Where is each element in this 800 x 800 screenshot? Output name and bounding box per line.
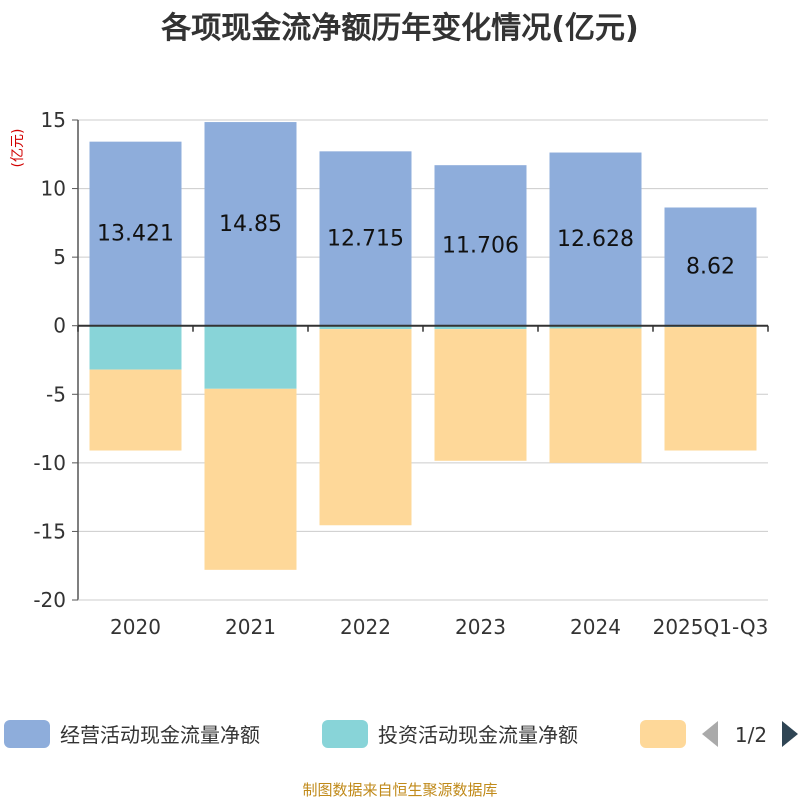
legend-next-page-icon[interactable] bbox=[782, 721, 798, 747]
bar-series-2-2021[interactable] bbox=[204, 388, 297, 570]
bar-series-0-2025Q1-Q3[interactable] bbox=[664, 207, 757, 326]
legend-label[interactable]: 经营活动现金流量净额 bbox=[60, 723, 260, 747]
bar-series-2-2025Q1-Q3[interactable] bbox=[664, 327, 757, 451]
bar-series-1-2021[interactable] bbox=[204, 325, 297, 389]
bar-series-2-2023[interactable] bbox=[434, 329, 527, 461]
bar-series-1-2020[interactable] bbox=[89, 325, 182, 370]
data-label: 13.421 bbox=[97, 222, 174, 247]
y-tick-label: -10 bbox=[33, 451, 66, 475]
legend-swatch[interactable] bbox=[322, 720, 368, 748]
bar-series-2-2020[interactable] bbox=[89, 369, 182, 451]
legend-page-indicator: 1/2 bbox=[735, 723, 767, 747]
bar-series-2-2024[interactable] bbox=[549, 328, 642, 463]
x-tick-label: 2022 bbox=[340, 615, 391, 639]
x-tick-label: 2023 bbox=[455, 615, 506, 639]
data-labels: 13.421 14.85 12.715 11.706 12.628 8.62 bbox=[97, 212, 735, 280]
x-tick-label: 2024 bbox=[570, 615, 621, 639]
data-label: 12.715 bbox=[327, 227, 404, 252]
y-axis-unit-label: (亿元) bbox=[10, 129, 26, 168]
y-tick-label: 15 bbox=[41, 108, 66, 132]
source-footer: 制图数据来自恒生聚源数据库 bbox=[302, 781, 497, 799]
x-tick-label: 2021 bbox=[225, 615, 276, 639]
data-label: 14.85 bbox=[219, 212, 282, 237]
bar-series-1-2024[interactable] bbox=[549, 325, 642, 329]
chart-title: 各项现金流净额历年变化情况(亿元) bbox=[160, 11, 638, 46]
bar-series-2-2022[interactable] bbox=[319, 329, 412, 526]
legend: 经营活动现金流量净额 投资活动现金流量净额 1/2 bbox=[4, 720, 798, 748]
bar-series-1-2023[interactable] bbox=[434, 325, 527, 330]
y-tick-label: 10 bbox=[41, 177, 66, 201]
y-tick-label: -15 bbox=[33, 519, 66, 543]
y-tick-label: -5 bbox=[46, 382, 66, 406]
legend-swatch[interactable] bbox=[4, 720, 50, 748]
data-label: 8.62 bbox=[686, 255, 735, 280]
bar-series-0-2023[interactable] bbox=[434, 165, 527, 326]
axes: 15 10 5 0 -5 -10 -15 -20 2020 2021 2022 2023 2024 202… bbox=[33, 108, 769, 639]
legend-prev-page-icon[interactable] bbox=[702, 721, 718, 747]
data-label: 12.628 bbox=[557, 227, 634, 252]
data-label: 11.706 bbox=[442, 233, 519, 258]
bar-series-0-2020[interactable] bbox=[89, 141, 182, 326]
bar-series-0-2022[interactable] bbox=[319, 151, 412, 326]
y-tick-label: 5 bbox=[53, 245, 66, 269]
x-tick-label: 2025Q1-Q3 bbox=[653, 615, 769, 639]
bar-series-0-2024[interactable] bbox=[549, 152, 642, 326]
bars bbox=[89, 122, 757, 570]
y-tick-label: 0 bbox=[53, 314, 66, 338]
bar-series-0-2021[interactable] bbox=[204, 122, 297, 326]
y-tick-label: -20 bbox=[33, 588, 66, 612]
x-tick-label: 2020 bbox=[110, 615, 161, 639]
legend-swatch[interactable] bbox=[640, 720, 686, 748]
legend-label[interactable]: 投资活动现金流量净额 bbox=[378, 723, 578, 747]
bar-series-1-2022[interactable] bbox=[319, 325, 412, 330]
